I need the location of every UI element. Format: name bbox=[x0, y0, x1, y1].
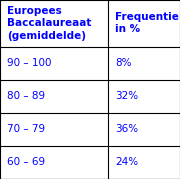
Text: 70 – 79: 70 – 79 bbox=[7, 124, 45, 134]
Text: Europees
Baccalaureaat
(gemiddelde): Europees Baccalaureaat (gemiddelde) bbox=[7, 6, 92, 41]
Text: 80 – 89: 80 – 89 bbox=[7, 91, 45, 101]
Text: 36%: 36% bbox=[115, 124, 138, 134]
Text: 32%: 32% bbox=[115, 91, 138, 101]
Text: 60 – 69: 60 – 69 bbox=[7, 158, 45, 167]
Text: 8%: 8% bbox=[115, 58, 132, 68]
Text: 24%: 24% bbox=[115, 158, 138, 167]
Text: Frequentie
in %: Frequentie in % bbox=[115, 12, 179, 35]
Text: 90 – 100: 90 – 100 bbox=[7, 58, 52, 68]
